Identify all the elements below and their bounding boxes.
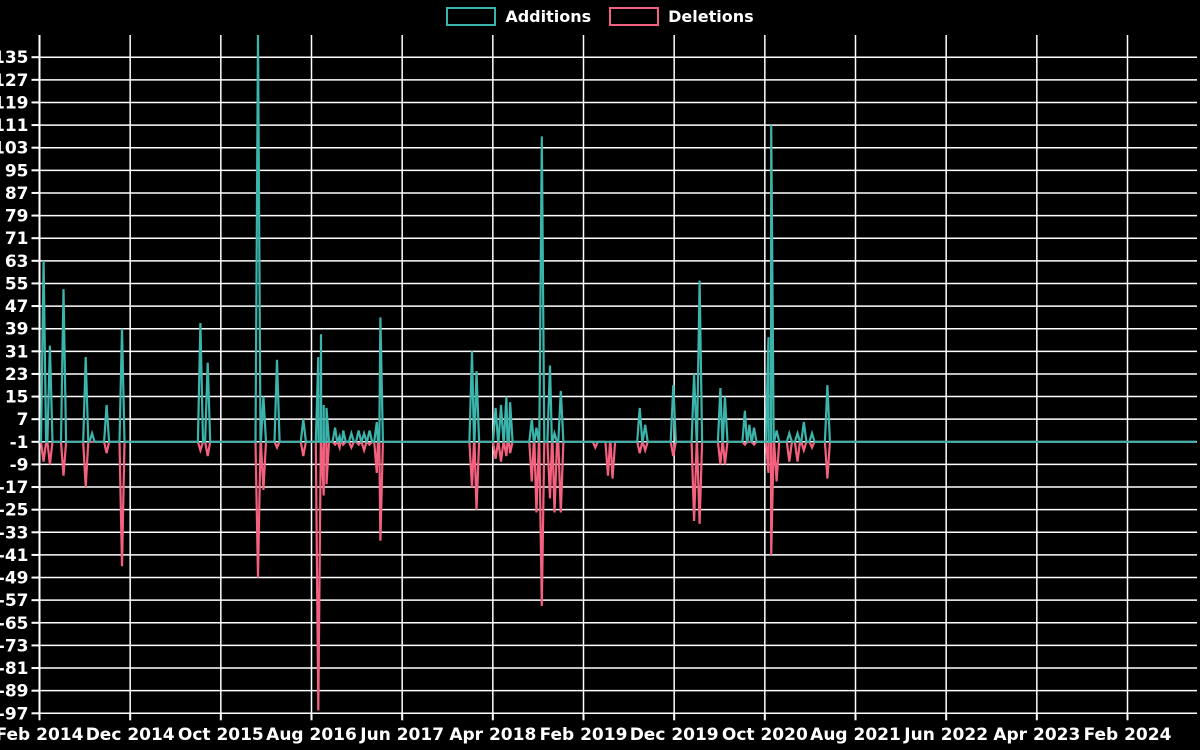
y-tick-label: -1 <box>10 433 29 453</box>
y-tick-label: 47 <box>5 297 29 317</box>
y-tick-label: 71 <box>5 229 29 249</box>
y-tick-label: 127 <box>0 71 29 91</box>
y-tick-label: -25 <box>0 501 29 521</box>
y-tick-label: 95 <box>5 161 29 181</box>
y-tick-label: 63 <box>5 252 29 272</box>
y-tick-label: 79 <box>5 207 29 227</box>
x-tick-label: Feb 2014 <box>0 725 84 745</box>
y-tick-label: -81 <box>0 659 29 679</box>
y-tick-label: -73 <box>0 636 29 656</box>
y-tick-label: 119 <box>0 93 29 113</box>
y-tick-label: -89 <box>0 682 29 702</box>
y-tick-label: 31 <box>5 342 29 362</box>
y-tick-label: -65 <box>0 614 29 634</box>
x-tick-label: Dec 2014 <box>86 725 175 745</box>
x-tick-label: Oct 2015 <box>178 725 264 745</box>
y-tick-label: -33 <box>0 523 29 543</box>
y-tick-label: 15 <box>5 388 29 408</box>
x-tick-label: Apr 2023 <box>993 725 1080 745</box>
y-tick-label: 7 <box>17 410 29 430</box>
deletions-line <box>39 440 1197 711</box>
y-tick-label: -41 <box>0 546 29 566</box>
x-tick-label: Jun 2022 <box>903 725 988 745</box>
additions-line <box>39 35 1197 443</box>
x-tick-label: Jun 2017 <box>359 725 444 745</box>
x-tick-label: Aug 2021 <box>810 725 901 745</box>
x-tick-label: Feb 2019 <box>540 725 628 745</box>
y-tick-label: 55 <box>5 274 29 294</box>
x-tick-label: Aug 2016 <box>266 725 357 745</box>
y-tick-label: 103 <box>0 139 29 159</box>
y-tick-label: 87 <box>5 184 29 204</box>
y-tick-label: -49 <box>0 569 29 589</box>
y-tick-label: 135 <box>0 48 29 68</box>
y-tick-label: 39 <box>5 320 29 340</box>
x-tick-label: Apr 2018 <box>449 725 536 745</box>
y-tick-label: -9 <box>10 455 29 475</box>
y-tick-label: -97 <box>0 704 29 724</box>
y-tick-label: -57 <box>0 591 29 611</box>
x-tick-label: Feb 2024 <box>1084 725 1172 745</box>
y-tick-label: 23 <box>5 365 29 385</box>
x-tick-label: Oct 2020 <box>722 725 808 745</box>
y-tick-label: 111 <box>0 116 29 136</box>
y-tick-label: -17 <box>0 478 29 498</box>
x-tick-label: Dec 2019 <box>630 725 719 745</box>
